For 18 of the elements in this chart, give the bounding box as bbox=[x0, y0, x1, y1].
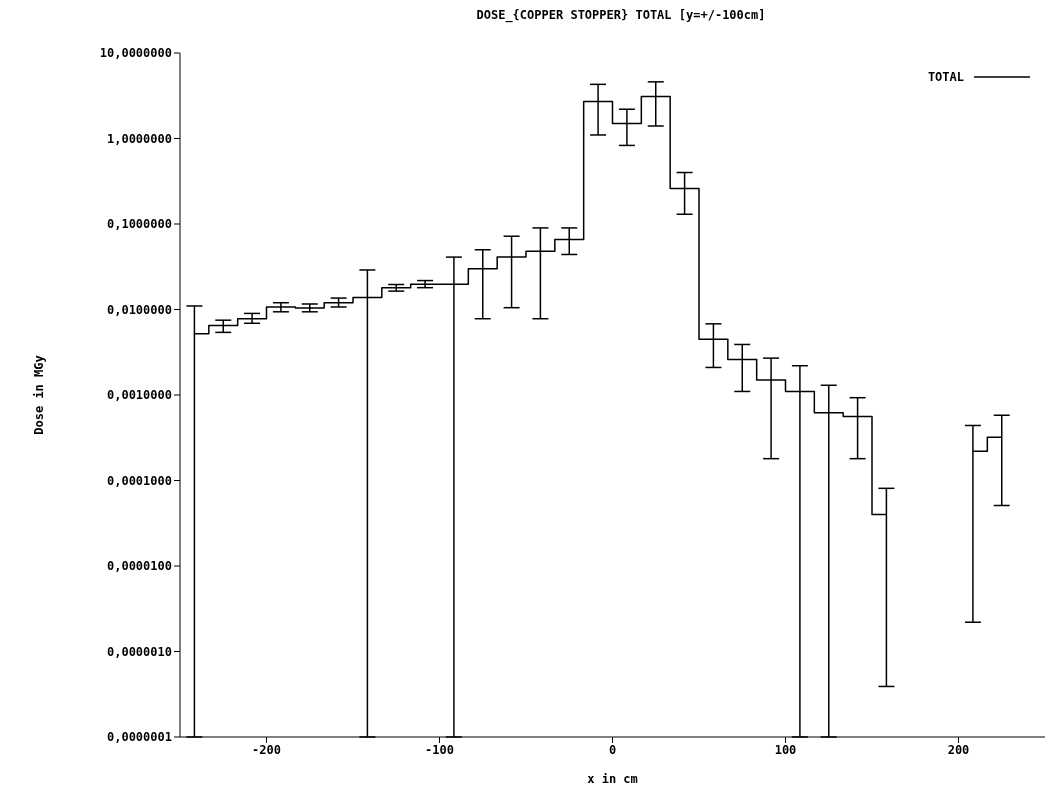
x-tick-label: 100 bbox=[774, 742, 797, 757]
y-tick-label: 0,0000001 bbox=[106, 730, 172, 745]
legend-label: TOTAL bbox=[927, 70, 964, 84]
y-tick-label: 1,0000000 bbox=[106, 131, 172, 146]
x-tick-label: -100 bbox=[425, 742, 454, 757]
y-tick-label: 0,0010000 bbox=[106, 388, 172, 403]
y-tick-label: 0,0001000 bbox=[106, 473, 172, 488]
y-tick-label: 10,0000000 bbox=[99, 46, 172, 61]
x-tick-label: -200 bbox=[252, 742, 281, 757]
y-axis-title: Dose in MGy bbox=[32, 355, 47, 435]
y-tick-label: 0,0100000 bbox=[106, 302, 172, 317]
x-tick-label: 0 bbox=[608, 742, 617, 757]
chart-title: DOSE_{COPPER STOPPER} TOTAL [y=+/-100cm] bbox=[475, 8, 767, 25]
y-tick-label: 0,0000100 bbox=[106, 559, 172, 574]
x-axis-title: x in cm bbox=[587, 772, 638, 786]
y-tick-label: 0,1000000 bbox=[106, 217, 172, 232]
x-tick-label: 200 bbox=[947, 742, 970, 757]
y-tick-label: 0,0000010 bbox=[106, 644, 172, 659]
